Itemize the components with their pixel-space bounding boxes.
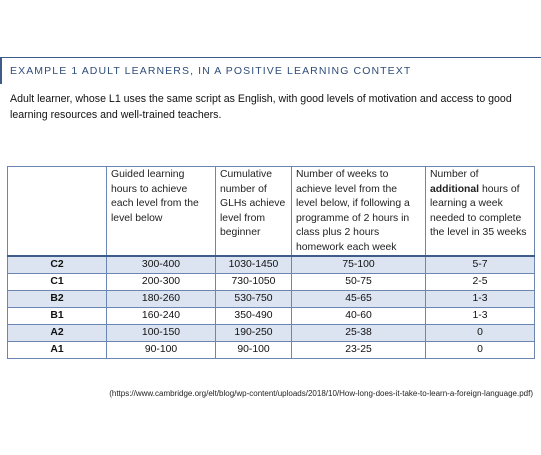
cell-additional: 2-5	[425, 273, 535, 291]
header-guided-hours: Guided learning hours to achieve each le…	[106, 166, 216, 257]
cell-glh: 90-100	[106, 341, 216, 359]
cell-weeks: 25-38	[291, 324, 426, 342]
cell-weeks: 50-75	[291, 273, 426, 291]
cell-glh: 200-300	[106, 273, 216, 291]
cell-additional: 0	[425, 341, 535, 359]
cell-weeks: 75-100	[291, 255, 426, 274]
cell-weeks: 40-60	[291, 307, 426, 325]
cell-additional: 1-3	[425, 307, 535, 325]
cell-additional: 5-7	[425, 255, 535, 274]
cell-cumulative: 190-250	[215, 324, 292, 342]
source-citation: (https://www.cambridge.org/elt/blog/wp-c…	[109, 389, 533, 398]
header-additional-hours: Number of additional hours of learning a…	[425, 166, 535, 257]
cell-cumulative: 1030-1450	[215, 255, 292, 274]
heading-accent-rule	[0, 58, 2, 84]
section-heading-bar: EXAMPLE 1 ADULT LEARNERS, IN A POSITIVE …	[0, 57, 541, 84]
header-weeks: Number of weeks to achieve level from th…	[291, 166, 426, 257]
section-heading: EXAMPLE 1 ADULT LEARNERS, IN A POSITIVE …	[10, 65, 412, 77]
cell-cumulative: 730-1050	[215, 273, 292, 291]
cell-weeks: 45-65	[291, 290, 426, 308]
cell-level: C1	[7, 273, 107, 291]
header-cumulative: Cumulative number of GLHs achieve level …	[215, 166, 292, 257]
cell-level: A2	[7, 324, 107, 342]
cell-level: C2	[7, 255, 107, 274]
cell-glh: 100-150	[106, 324, 216, 342]
cell-glh: 180-260	[106, 290, 216, 308]
cell-cumulative: 350-490	[215, 307, 292, 325]
table-row: C1 200-300 730-1050 50-75 2-5	[7, 273, 535, 291]
cell-level: B1	[7, 307, 107, 325]
table-row: C2 300-400 1030-1450 75-100 5-7	[7, 255, 535, 274]
cell-glh: 300-400	[106, 255, 216, 274]
cell-additional: 0	[425, 324, 535, 342]
header-level	[7, 166, 107, 257]
header-additional-prefix: Number of	[430, 169, 479, 180]
intro-paragraph: Adult learner, whose L1 uses the same sc…	[10, 93, 512, 121]
cell-weeks: 23-25	[291, 341, 426, 359]
table-row: A2 100-150 190-250 25-38 0	[7, 324, 535, 342]
table-row: B1 160-240 350-490 40-60 1-3	[7, 307, 535, 325]
header-additional-bold: additional	[430, 183, 480, 195]
table-header-row: Guided learning hours to achieve each le…	[7, 166, 535, 257]
cell-cumulative: 90-100	[215, 341, 292, 359]
cell-additional: 1-3	[425, 290, 535, 308]
learning-hours-table: Guided learning hours to achieve each le…	[7, 166, 535, 359]
cell-cumulative: 530-750	[215, 290, 292, 308]
cell-level: B2	[7, 290, 107, 308]
header-additional-suffix: hours of learning a week needed to compl…	[430, 183, 527, 239]
cell-glh: 160-240	[106, 307, 216, 325]
table-row: A1 90-100 90-100 23-25 0	[7, 341, 535, 359]
table-row: B2 180-260 530-750 45-65 1-3	[7, 290, 535, 308]
cell-level: A1	[7, 341, 107, 359]
